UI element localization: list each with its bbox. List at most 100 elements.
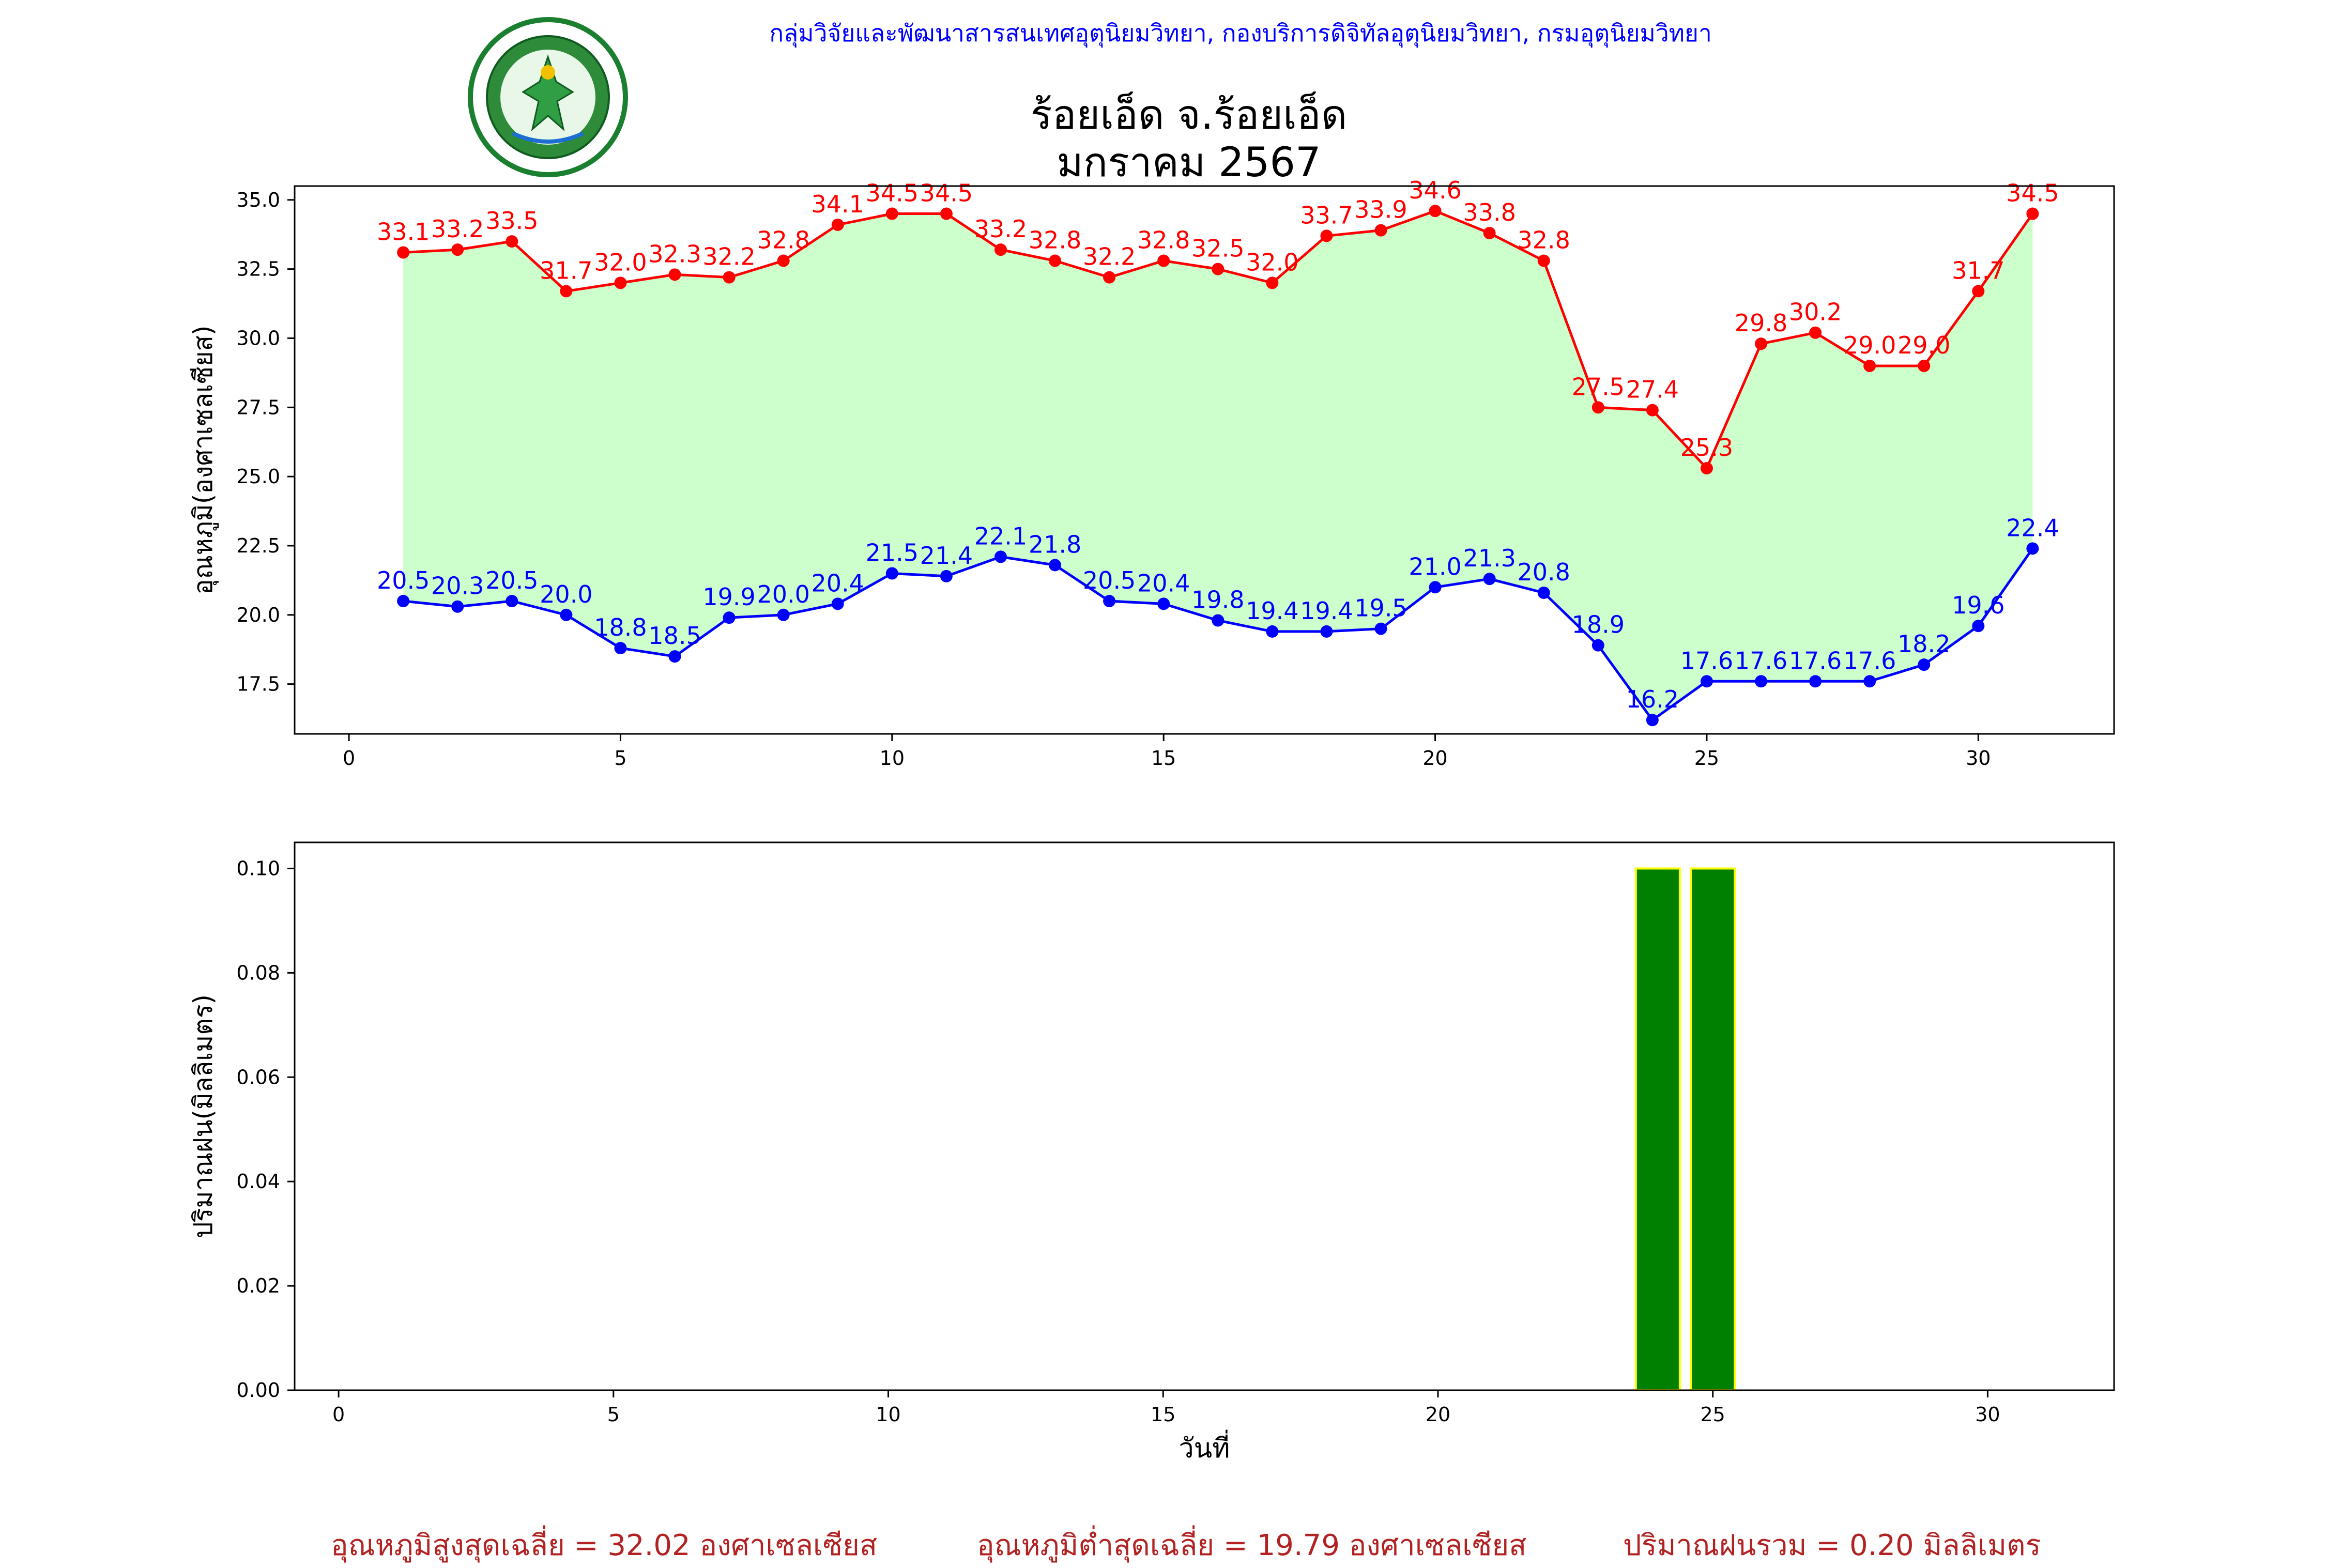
temperature-y-tick-label: 27.5 — [236, 396, 280, 419]
logo-emblem-icon — [468, 17, 628, 177]
max-temp-point — [506, 235, 518, 248]
temperature-x-tick-label: 25 — [1694, 747, 1719, 770]
min-temp-label: 18.5 — [648, 622, 701, 650]
avg-min-summary: อุณหภูมิต่ำสุดเฉลี่ย = 19.79 องศาเซลเซีย… — [977, 1529, 1527, 1562]
max-temp-point — [1049, 254, 1062, 267]
min-temp-label: 18.8 — [594, 613, 647, 641]
rain-x-tick-label: 5 — [607, 1403, 620, 1426]
rain-y-tick-label: 0.06 — [236, 1066, 280, 1088]
rain-y-tick-label: 0.04 — [236, 1170, 280, 1193]
min-temp-point — [1320, 625, 1333, 638]
min-temp-label: 19.4 — [1246, 597, 1298, 625]
min-temp-label: 20.3 — [431, 572, 484, 600]
min-temp-point — [940, 570, 953, 582]
temperature-range-band — [403, 211, 2033, 720]
rain-y-tick-label: 0.08 — [236, 961, 280, 984]
max-temp-label: 32.0 — [1246, 248, 1298, 276]
min-temp-point — [885, 567, 898, 580]
max-temp-label: 33.8 — [1463, 198, 1516, 226]
max-temp-label: 31.7 — [540, 256, 592, 284]
max-temp-point — [1863, 359, 1876, 372]
max-temp-point — [560, 285, 573, 298]
max-temp-point — [397, 246, 410, 259]
max-temp-label: 32.2 — [1083, 243, 1136, 271]
temperature-x-tick-label: 5 — [614, 747, 626, 770]
min-temp-point — [1700, 675, 1713, 688]
min-temp-label: 20.5 — [485, 566, 538, 594]
min-temp-label: 19.4 — [1300, 597, 1353, 625]
min-temp-point — [777, 608, 790, 621]
max-temp-point — [1646, 404, 1659, 417]
min-temp-point — [1972, 620, 1985, 633]
max-temp-point — [1809, 326, 1822, 339]
min-temp-point — [1918, 658, 1931, 671]
max-temp-label: 32.2 — [702, 243, 755, 271]
department-line: กลุ่มวิจัยและพัฒนาสารสนเทศอุตุนิยมวิทยา,… — [769, 19, 1712, 47]
period-title: มกราคม 2567 — [1057, 140, 1321, 186]
max-temp-label: 29.0 — [1843, 331, 1896, 359]
max-temp-point — [1537, 254, 1550, 267]
min-temp-label: 21.3 — [1463, 544, 1516, 572]
min-temp-label: 20.0 — [757, 580, 809, 608]
max-temp-label: 32.8 — [1029, 226, 1081, 254]
min-temp-point — [668, 650, 681, 663]
max-temp-point — [1157, 254, 1170, 267]
max-temp-point — [1918, 359, 1931, 372]
max-temp-point — [831, 218, 844, 231]
max-temp-label: 25.3 — [1680, 434, 1733, 462]
max-temp-label: 27.5 — [1572, 373, 1625, 401]
min-temp-point — [1592, 639, 1604, 652]
temperature-x-tick-label: 0 — [343, 747, 355, 770]
temperature-y-tick-label: 22.5 — [236, 534, 280, 557]
max-temp-point — [1374, 224, 1387, 237]
temperature-x-tick-label: 20 — [1422, 747, 1447, 770]
max-temp-label: 33.7 — [1300, 201, 1353, 229]
min-temp-point — [506, 595, 518, 608]
min-temp-label: 20.5 — [377, 566, 430, 594]
min-temp-point — [723, 611, 736, 624]
max-temp-point — [2026, 207, 2039, 220]
max-temp-label: 29.0 — [1897, 331, 1950, 359]
min-temp-point — [451, 600, 464, 613]
min-temp-label: 17.6 — [1789, 647, 1842, 674]
min-temp-point — [614, 642, 627, 655]
max-temp-point — [885, 207, 898, 220]
temperature-x-tick-label: 10 — [880, 747, 905, 770]
min-temp-point — [1049, 559, 1062, 572]
min-temp-point — [397, 595, 410, 608]
temperature-y-tick-label: 32.5 — [236, 258, 280, 281]
min-temp-point — [1429, 581, 1442, 594]
min-temp-label: 19.8 — [1191, 586, 1244, 614]
temperature-y-tick-label: 17.5 — [236, 673, 280, 696]
min-temp-label: 19.9 — [702, 583, 755, 611]
min-temp-label: 20.0 — [540, 580, 592, 608]
min-temp-point — [1266, 625, 1279, 638]
min-temp-label: 21.8 — [1029, 530, 1081, 558]
min-temp-point — [1537, 586, 1550, 599]
rain-plot-frame — [294, 841, 2115, 1391]
max-temp-point — [668, 268, 681, 281]
max-temp-label: 27.4 — [1626, 376, 1679, 404]
min-temp-label: 17.6 — [1843, 647, 1896, 674]
rain-x-tick-label: 20 — [1426, 1403, 1450, 1426]
min-temp-label: 20.5 — [1083, 566, 1136, 594]
min-temp-label: 21.4 — [920, 542, 973, 570]
max-temp-point — [1320, 229, 1333, 242]
rain-y-axis-label: ปริมาณฝน(มิลลิเมตร) — [188, 994, 218, 1238]
max-temp-label: 33.1 — [377, 218, 430, 245]
max-temp-label: 34.5 — [866, 179, 919, 207]
temperature-y-tick-label: 30.0 — [236, 327, 280, 349]
min-temp-label: 20.8 — [1518, 558, 1570, 586]
max-temp-point — [777, 254, 790, 267]
min-temp-point — [1103, 595, 1116, 608]
total-rain-summary: ปริมาณฝนรวม = 0.20 มิลลิเมตร — [1623, 1529, 2041, 1562]
max-temp-label: 33.5 — [485, 207, 538, 235]
department-logo — [465, 14, 631, 180]
max-temp-label: 32.8 — [1518, 226, 1570, 254]
max-temp-point — [1700, 462, 1713, 475]
rain-bar — [1634, 867, 1681, 1391]
min-temp-point — [2026, 542, 2039, 555]
min-temp-point — [1374, 622, 1387, 635]
station-title: ร้อยเอ็ด จ.ร้อยเอ็ด — [1030, 92, 1348, 139]
